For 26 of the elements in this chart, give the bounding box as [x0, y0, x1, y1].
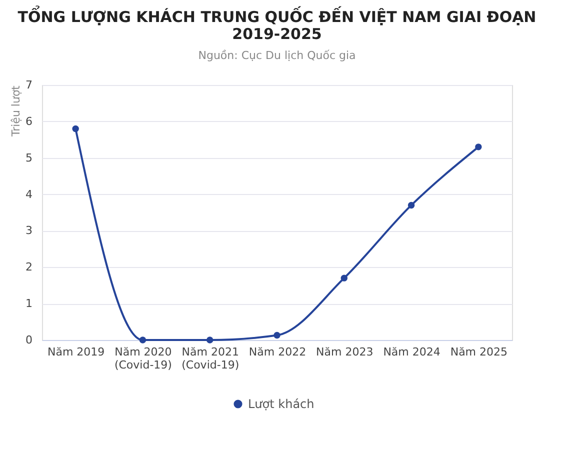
y-axis-title: Triệu lượt: [10, 84, 22, 138]
x-tick-label: Năm 2019: [47, 346, 105, 358]
y-tick-label: 5: [26, 151, 32, 164]
point: [206, 336, 214, 344]
y-tick-label: 1: [26, 297, 32, 310]
chart-title: TỔNG LƯỢNG KHÁCH TRUNG QUỐC ĐẾN VIỆT NAM GIAI ĐOẠN 2019-2025: [18, 5, 536, 43]
point: [475, 144, 482, 150]
point: [408, 202, 415, 209]
point: [274, 332, 280, 339]
x-tick-label: Năm 2025: [450, 346, 508, 358]
y-tick-label: 0: [26, 334, 32, 346]
x-tick-label: Năm 2021 (Covid-19): [182, 346, 240, 372]
x-tick-label: Năm 2024: [383, 346, 440, 358]
y-tick-label: 7: [26, 78, 32, 92]
point: [139, 336, 146, 344]
y-tick-label: 2: [26, 260, 32, 274]
legend-label: Lượt khách: [248, 397, 314, 411]
y-tick-label: 4: [26, 188, 32, 201]
y-tick-label: 3: [26, 224, 32, 238]
x-tick-label: Năm 2022: [248, 346, 306, 358]
point: [72, 125, 79, 132]
y-tick-label: 6: [26, 114, 32, 128]
x-tick-label: Năm 2020 (Covid-19): [114, 346, 172, 372]
point: [340, 274, 348, 282]
chart-subtitle: Nguồn: Cục Du lịch Quốc gia: [198, 49, 356, 62]
x-tick-label: Năm 2023: [316, 346, 374, 358]
